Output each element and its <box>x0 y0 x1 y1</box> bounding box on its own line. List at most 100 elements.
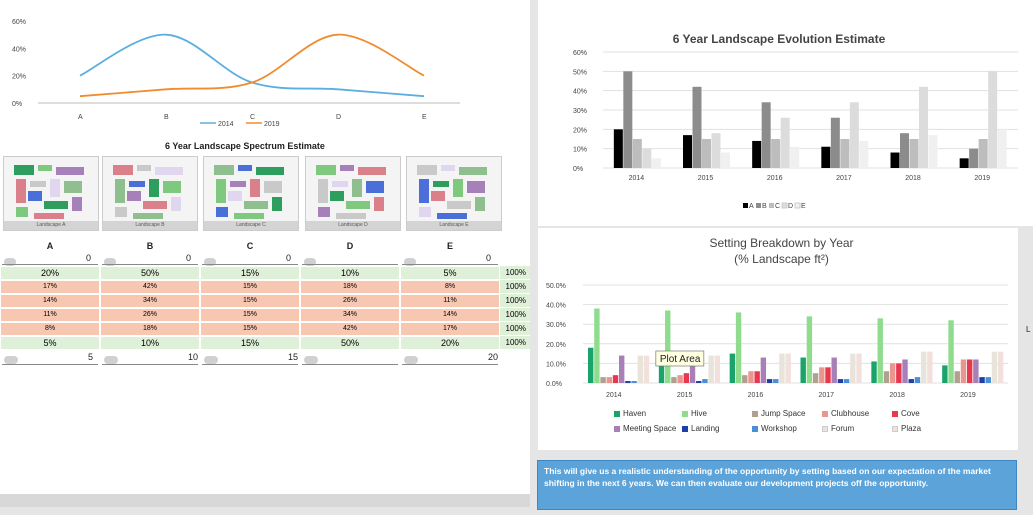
y-tick-label: 20% <box>573 127 587 134</box>
spinner-value-bottom: 15 <box>288 352 299 362</box>
table-cell[interactable]: 10% <box>300 266 400 280</box>
table-cell[interactable]: 20% <box>0 266 100 280</box>
table-cell[interactable]: 8% <box>400 280 500 294</box>
table-cell[interactable]: 15% <box>200 294 300 308</box>
landscape-thumbnail[interactable]: Landscape B <box>102 156 198 231</box>
legend-swatch <box>682 425 688 432</box>
x-tick-label: B <box>164 114 169 121</box>
evolution-bar-chart[interactable]: 0% 10% 20% 30% 40% 50% 60% 2014 2015 2016 2017 2018… <box>538 40 1033 210</box>
landscape-thumbnail[interactable]: Landscape A <box>3 156 99 231</box>
table-cell[interactable]: 5% <box>400 266 500 280</box>
slider-thumb[interactable] <box>4 356 18 364</box>
table-cell[interactable]: 20% <box>400 336 500 350</box>
landscape-thumbnail[interactable]: Landscape C <box>203 156 299 231</box>
bar-C-2018 <box>909 139 919 168</box>
legend-item: Workshop <box>752 424 797 433</box>
slider-thumb[interactable] <box>4 258 16 266</box>
table-cell[interactable]: 17% <box>400 322 500 336</box>
table-cell[interactable]: 11% <box>400 294 500 308</box>
table-cell[interactable]: 11% <box>0 308 100 322</box>
table-cell[interactable]: 15% <box>200 322 300 336</box>
floorplan-block <box>346 201 370 209</box>
table-cell[interactable]: 5% <box>0 336 100 350</box>
bar-B-2018 <box>900 133 909 168</box>
row-divider <box>2 364 98 365</box>
spinner-value-top: 0 <box>286 253 292 263</box>
bar-Hive-2018 <box>877 318 883 383</box>
floorplan-block <box>374 197 384 211</box>
slider-thumb[interactable] <box>104 356 118 364</box>
floorplan-block <box>38 165 52 171</box>
bar-B-2015 <box>692 86 702 168</box>
slider-thumb[interactable] <box>404 258 416 266</box>
table-cell[interactable]: 18% <box>300 280 400 294</box>
bar-C-2016 <box>771 139 781 168</box>
table-cell[interactable]: 26% <box>300 294 400 308</box>
bar-D-2014 <box>642 148 652 168</box>
landscape-thumbnail[interactable]: Landscape D <box>305 156 401 231</box>
bar-Landing-2017 <box>837 379 844 383</box>
table-cell[interactable]: 50% <box>300 336 400 350</box>
bar-Jump-Space-2014 <box>600 377 606 383</box>
table-cell[interactable]: 26% <box>100 308 200 322</box>
table-cell[interactable]: 18% <box>100 322 200 336</box>
note-box[interactable]: This will give us a realistic understand… <box>537 460 1017 510</box>
slider-thumb[interactable] <box>404 356 418 364</box>
table-cell[interactable]: 42% <box>100 280 200 294</box>
table-cell[interactable]: 14% <box>0 294 100 308</box>
table-cell[interactable]: 50% <box>100 266 200 280</box>
thumbnail-caption: Landscape B <box>103 221 197 230</box>
bar-D-2015 <box>711 133 721 168</box>
bar-Hive-2019 <box>948 320 954 383</box>
floorplan-block <box>417 165 437 175</box>
row-divider <box>402 264 498 265</box>
bar-D-2017 <box>849 102 859 168</box>
series-line-2019 <box>79 33 425 98</box>
legend-swatch <box>822 410 828 417</box>
legend-swatch-B <box>756 203 761 208</box>
table-cell[interactable]: 15% <box>200 280 300 294</box>
table-cell[interactable]: 15% <box>200 336 300 350</box>
table-cell[interactable]: 8% <box>0 322 100 336</box>
table-cell[interactable]: 17% <box>0 280 100 294</box>
x-tick-label: A <box>78 114 83 121</box>
slider-thumb[interactable] <box>304 356 318 364</box>
table-cell[interactable]: 34% <box>100 294 200 308</box>
bar-Haven-2016 <box>729 353 736 383</box>
table-cell[interactable]: 34% <box>300 308 400 322</box>
slider-thumb[interactable] <box>204 258 216 266</box>
floorplan-block <box>419 179 429 203</box>
slider-thumb[interactable] <box>104 258 116 266</box>
bar-Jump-Space-2019 <box>954 371 960 383</box>
floorplan-block <box>143 201 167 209</box>
table-cell[interactable]: 42% <box>300 322 400 336</box>
breakdown-bar-chart[interactable]: 0.0% 10.0% 20.0% 30.0% 40.0% 50.0% 2014 2015 201… <box>538 275 1018 405</box>
slider-thumb[interactable] <box>204 356 218 364</box>
landscape-thumbnail[interactable]: Landscape E <box>406 156 502 231</box>
row-divider <box>302 364 398 365</box>
slider-thumb[interactable] <box>304 258 316 266</box>
floorplan-block <box>475 197 485 211</box>
bar-Landing-2015 <box>696 381 702 383</box>
x-tick-label: 2016 <box>767 175 783 182</box>
bar-Hive-2017 <box>806 316 813 383</box>
bar-A-2017 <box>821 146 831 168</box>
bar-Clubhouse-2016 <box>748 371 754 383</box>
legend-swatch-D <box>781 202 788 209</box>
bar-Clubhouse-2018 <box>889 363 896 383</box>
floorplan-block <box>272 197 282 211</box>
legend-label: Plaza <box>901 424 922 433</box>
floorplan-block <box>16 207 28 217</box>
floorplan-block <box>352 179 362 197</box>
table-cell[interactable]: 15% <box>200 308 300 322</box>
table-cell[interactable]: 10% <box>100 336 200 350</box>
row-total: 100% <box>500 294 530 308</box>
table-cell[interactable]: 14% <box>400 308 500 322</box>
bar-Clubhouse-2017 <box>819 367 825 383</box>
top-line-chart[interactable]: 60% 40% 20% 0% A B C D E 2014 2019 <box>0 0 530 135</box>
table-cell[interactable]: 15% <box>200 266 300 280</box>
x-tick-label: 2015 <box>698 175 714 182</box>
bar-D-2019 <box>988 71 998 168</box>
bar-B-2014 <box>623 71 633 168</box>
bar-E-2014 <box>651 158 661 168</box>
